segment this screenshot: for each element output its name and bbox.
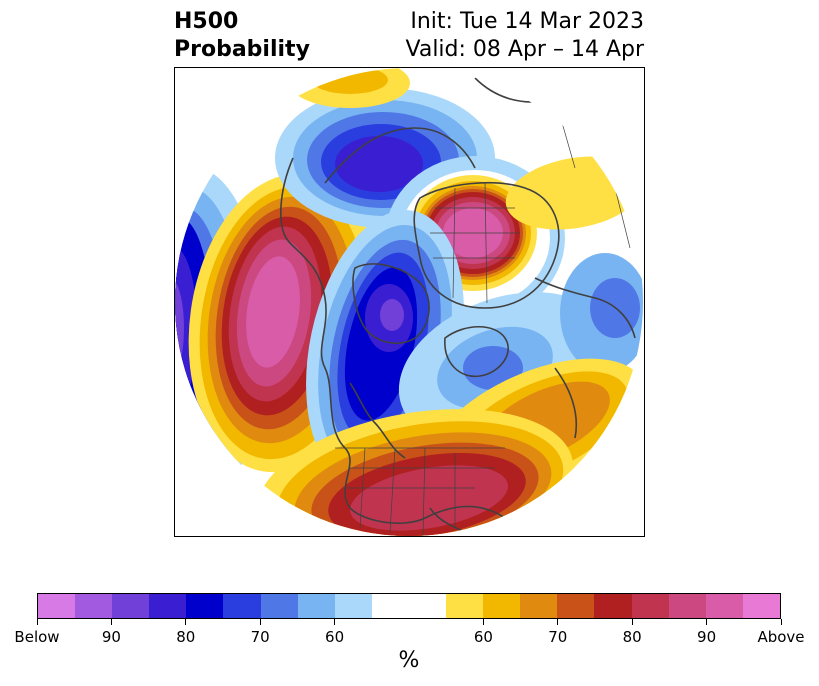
colorbar-swatch <box>260 594 298 618</box>
colorbar-swatch <box>149 594 187 618</box>
colorbar-swatch <box>668 594 706 618</box>
colorbar-swatch <box>631 594 669 618</box>
coastlines <box>280 77 636 536</box>
colorbar-swatch <box>520 594 558 618</box>
colorbar-swatch <box>705 594 743 618</box>
title-valid-range: Valid: 08 Apr – 14 Apr <box>405 37 645 62</box>
colorbar <box>37 593 781 619</box>
colorbar-tick-mark <box>780 619 782 625</box>
colorbar-tick-label: 60 <box>325 628 345 646</box>
colorbar-tick-mark <box>482 619 484 625</box>
colorbar-tick-mark <box>36 619 38 625</box>
colorbar-swatch <box>186 594 224 618</box>
political-borders <box>335 87 631 536</box>
colorbar-tick-label: Above <box>757 628 805 646</box>
colorbar-swatch <box>75 594 113 618</box>
colorbar-tick-mark <box>557 619 559 625</box>
colorbar-swatch <box>557 594 595 618</box>
colorbar-tick-label: 60 <box>473 628 493 646</box>
colorbar-tick-label: 70 <box>250 628 270 646</box>
colorbar-tick-mark <box>185 619 187 625</box>
colorbar-tick-label: 90 <box>697 628 717 646</box>
colorbar-tick-mark <box>110 619 112 625</box>
colorbar-tick-mark <box>334 619 336 625</box>
colorbar-tick-label: 90 <box>101 628 121 646</box>
colorbar-swatch <box>742 594 780 618</box>
colorbar-swatch <box>594 594 632 618</box>
colorbar-tick-mark <box>631 619 633 625</box>
colorbar-swatch <box>408 594 447 618</box>
colorbar-tick-mark <box>706 619 708 625</box>
colorbar-tick-label: Below <box>14 628 60 646</box>
colorbar-swatch <box>334 594 372 618</box>
colorbar-swatch <box>297 594 335 618</box>
colorbar-unit-label: % <box>398 648 420 673</box>
colorbar-swatch <box>483 594 521 618</box>
title-init-date: Init: Tue 14 Mar 2023 <box>410 9 644 34</box>
colorbar-swatch <box>371 594 409 618</box>
title-variable: H500 <box>174 9 239 34</box>
colorbar-tick-mark <box>259 619 261 625</box>
colorbar-swatch <box>446 594 484 618</box>
colorbar-tick-label: 80 <box>176 628 196 646</box>
colorbar-swatch <box>112 594 150 618</box>
map-title-left: H500 Probability <box>174 8 310 64</box>
colorbar-tick-label: 80 <box>622 628 642 646</box>
map-title-right: Init: Tue 14 Mar 2023 Valid: 08 Apr – 14… <box>406 8 645 64</box>
colorbar-swatch <box>38 594 76 618</box>
map-canvas <box>175 68 643 536</box>
colorbar-tick-label: 70 <box>548 628 568 646</box>
colorbar-swatch <box>223 594 261 618</box>
probability-map <box>174 67 645 537</box>
title-product: Probability <box>174 37 310 62</box>
